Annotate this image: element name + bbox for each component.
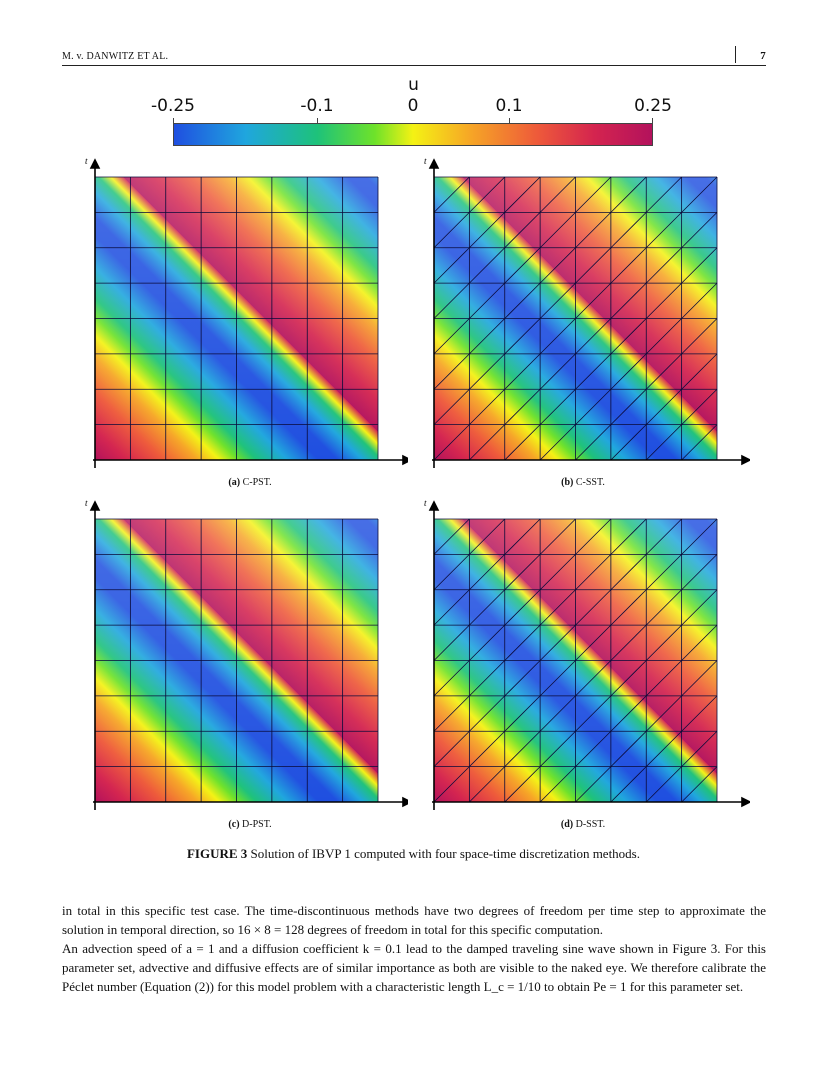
- panel-c-pst: xt: [78, 155, 408, 475]
- caption-text: C-PST.: [242, 477, 272, 488]
- body-text: in total in this specific test case. The…: [62, 901, 766, 996]
- paragraph: in total in this specific test case. The…: [62, 903, 766, 937]
- colorbar: [173, 123, 653, 146]
- paragraph: An advection speed of a = 1 and a diffus…: [62, 941, 766, 994]
- colorbar-tick-label: 0.25: [634, 96, 672, 116]
- running-authors: M. v. DANWITZ ET AL.: [62, 51, 169, 62]
- figure-caption: FIGURE 3 Solution of IBVP 1 computed wit…: [0, 846, 827, 862]
- colorbar-tick-label: 0.1: [495, 96, 523, 116]
- caption-c: (c) D-PST.: [150, 819, 350, 830]
- header-divider: [735, 46, 736, 63]
- panel-c-sst: xt: [417, 155, 750, 475]
- page-header: M. v. DANWITZ ET AL. 7: [62, 46, 766, 66]
- colorbar-title: u: [408, 75, 419, 95]
- colorbar-tick-label: -0.1: [300, 96, 334, 116]
- caption-d: (d) D-SST.: [483, 819, 683, 830]
- caption-text: C-SST.: [575, 477, 605, 488]
- axes: [89, 500, 408, 810]
- colorbar-tick-label: 0: [407, 96, 419, 116]
- caption-a: (a) C-PST.: [150, 477, 350, 488]
- colorbar-tick-label: -0.25: [151, 96, 195, 116]
- t-axis-label: t: [85, 156, 88, 166]
- caption-b: (b) C-SST.: [483, 477, 683, 488]
- axes: [428, 158, 750, 468]
- panel-d-sst: xt: [417, 497, 750, 817]
- figure-label: FIGURE 3: [186, 846, 248, 861]
- caption-label: (b): [561, 477, 574, 488]
- t-axis-label: t: [85, 498, 88, 508]
- caption-label: (d): [560, 819, 574, 830]
- panel-d-pst: xt: [78, 497, 408, 817]
- caption-text: D-SST.: [575, 819, 606, 830]
- axes: [89, 158, 408, 468]
- figure-caption-text: Solution of IBVP 1 computed with four sp…: [250, 846, 640, 861]
- colorbar-tick-labels: -0.25 -0.1 0 0.1 0.25: [0, 96, 827, 116]
- caption-label: (c): [228, 819, 240, 830]
- t-axis-label: t: [424, 156, 427, 166]
- page-number: 7: [760, 50, 766, 62]
- axes: [428, 500, 750, 810]
- caption-text: D-PST.: [242, 819, 272, 830]
- caption-label: (a): [228, 477, 241, 488]
- t-axis-label: t: [424, 498, 427, 508]
